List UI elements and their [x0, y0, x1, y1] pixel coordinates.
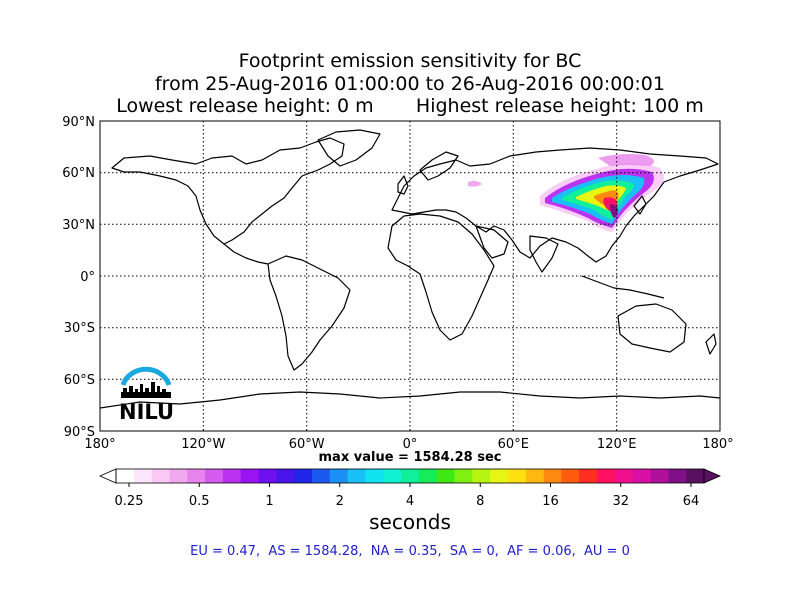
colorbar-segment: [205, 469, 224, 483]
japan: [633, 195, 647, 215]
colorbar-tick-label: 4: [406, 494, 414, 509]
lat-label: 30°S: [64, 321, 95, 336]
new-zealand: [705, 333, 717, 355]
colorbar-tick-label: 0.25: [115, 494, 144, 509]
colorbar-segment: [436, 469, 456, 483]
colorbar-ticks: 0.25 0.5 1 2 4 8 16 32 64: [115, 483, 700, 509]
colorbar-segment: [169, 469, 188, 483]
colorbar-segment: [383, 469, 402, 483]
lat-label: 90°S: [64, 425, 95, 440]
map-frame: [99, 120, 721, 432]
colorbar-tick-label: 2: [336, 494, 344, 509]
british-isles: [397, 175, 409, 195]
colorbar-segment: [222, 469, 242, 483]
antarctica: [100, 391, 720, 409]
colorbar-segment: [240, 469, 260, 483]
nilu-logo: [120, 366, 172, 398]
australia: [617, 303, 687, 353]
title-line-3: Lowest release height: 0 m Highest relea…: [116, 95, 704, 117]
logo-arc: [120, 366, 172, 386]
title-line-2: from 25-Aug-2016 01:00:00 to 26-Aug-2016…: [154, 73, 665, 95]
colorbar-segment: [365, 469, 384, 483]
colorbar-segment: [187, 469, 206, 483]
colorbar-segment: [312, 469, 331, 483]
colorbar-unit-label: seconds: [369, 510, 451, 534]
colorbar-tick-label: 32: [612, 494, 629, 509]
colorbar-segment: [579, 469, 598, 483]
colorbar-segment: [329, 469, 349, 483]
colorbar-segment: [151, 469, 171, 483]
lon-label: 180°: [84, 437, 115, 452]
colorbar-segment: [401, 469, 420, 483]
continents: [100, 129, 720, 409]
max-value-label: max value = 1584.28 sec: [319, 450, 502, 465]
colorbar-segment: [668, 469, 687, 483]
title-line-1: Footprint emission sensitivity for BC: [238, 50, 582, 72]
lon-label: 180°: [702, 437, 733, 452]
lat-label: 0°: [80, 270, 95, 285]
colorbar-segment: [116, 469, 135, 483]
colorbar-segment: [543, 469, 563, 483]
colorbar-tick-label: 1: [265, 494, 273, 509]
colorbar-tick-label: 8: [476, 494, 484, 509]
logo-skyline: [121, 382, 171, 398]
emission-footprint: [468, 154, 664, 232]
north-america: [111, 137, 345, 245]
colorbar-segment: [472, 469, 491, 483]
colorbar-segment: [347, 469, 367, 483]
region-stats: EU = 0.47, AS = 1584.28, NA = 0.35, SA =…: [190, 544, 630, 559]
colorbar-segment: [490, 469, 509, 483]
colorbar-max-extend: [703, 468, 721, 484]
south-america: [267, 255, 351, 371]
lat-label: 60°S: [64, 373, 95, 388]
colorbar-segment: [561, 469, 580, 483]
colorbar-tick-label: 0.5: [189, 494, 210, 509]
colorbar-segments: [116, 469, 705, 483]
lon-label: 60°W: [289, 437, 325, 452]
colorbar-segment: [258, 469, 277, 483]
colorbar-segment: [525, 469, 545, 483]
arabian-peninsula: [475, 225, 509, 259]
indian-subcontinent: [529, 235, 559, 273]
colorbar-tick-label: 64: [683, 494, 700, 509]
longitude-labels: 180° 120°W 60°W 0° 60°E 120°E 180°: [84, 437, 733, 452]
colorbar-segment: [276, 469, 295, 483]
colorbar-segment: [454, 469, 473, 483]
colorbar-segment: [133, 469, 153, 483]
colorbar-segment: [597, 469, 616, 483]
africa: [387, 213, 495, 341]
lon-label: 0°: [403, 437, 418, 452]
colorbar-segment: [614, 469, 634, 483]
colorbar-segment: [686, 469, 705, 483]
colorbar-segment: [632, 469, 652, 483]
southeast-asia: [581, 275, 665, 299]
lon-label: 120°E: [597, 437, 637, 452]
colorbar-segment: [650, 469, 669, 483]
lat-label: 90°N: [62, 115, 95, 130]
colorbar-tick-label: 16: [542, 494, 559, 509]
central-america: [223, 243, 269, 265]
colorbar-min-extend: [99, 468, 117, 484]
colorbar-segment: [508, 469, 527, 483]
scandinavia: [419, 151, 459, 181]
gridlines: [100, 121, 720, 431]
colorbar: 0.25 0.5 1 2 4 8 16 32 64: [99, 468, 721, 509]
greenland: [317, 129, 381, 167]
lon-label: 120°W: [181, 437, 225, 452]
colorbar-segment: [294, 469, 313, 483]
colorbar-segment: [418, 469, 438, 483]
lon-label: 60°E: [498, 437, 529, 452]
latitude-labels: 90°N 60°N 30°N 0° 30°S 60°S 90°S: [62, 115, 95, 440]
logo-text: NILU: [119, 400, 175, 424]
lat-label: 30°N: [62, 218, 95, 233]
lat-label: 60°N: [62, 166, 95, 181]
